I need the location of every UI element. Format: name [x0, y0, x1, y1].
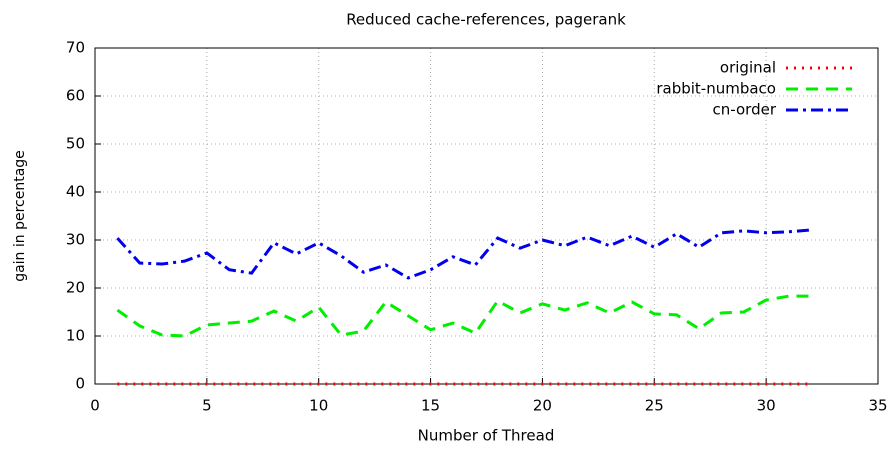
x-tick-label: 5: [202, 397, 212, 415]
x-tick-label: 25: [645, 397, 664, 415]
chart-title: Reduced cache-references, pagerank: [346, 11, 626, 29]
x-tick-label: 0: [90, 397, 100, 415]
y-tick-label: 40: [66, 183, 85, 201]
x-tick-label: 20: [533, 397, 552, 415]
x-tick-label: 10: [309, 397, 328, 415]
plot-frame: [94, 47, 879, 385]
x-tick-label: 30: [757, 397, 776, 415]
y-tick-label: 70: [66, 39, 85, 57]
series-line: [116, 294, 811, 338]
legend-label: original: [720, 59, 776, 77]
y-tick-label: 10: [66, 327, 85, 345]
y-tick-label: 20: [66, 279, 85, 297]
y-tick-label: 60: [66, 87, 85, 105]
x-tick-label: 15: [421, 397, 440, 415]
y-tick-label: 0: [75, 375, 85, 393]
y-tick-label: 30: [66, 231, 85, 249]
x-tick-label: 35: [868, 397, 887, 415]
legend-label: cn-order: [713, 101, 777, 119]
x-axis-label: Number of Thread: [418, 427, 555, 445]
y-axis-label: gain in percentage: [12, 150, 28, 282]
series-line: [116, 228, 812, 280]
legend-label: rabbit-numbaco: [656, 80, 776, 98]
y-tick-label: 50: [66, 135, 85, 153]
